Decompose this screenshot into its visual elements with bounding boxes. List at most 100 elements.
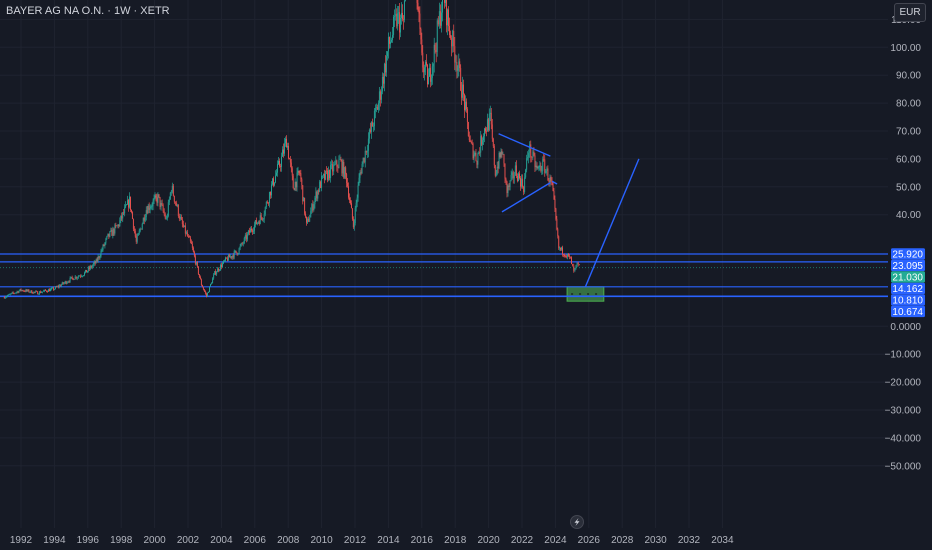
candle-body — [438, 11, 440, 25]
price-label-text: 21.030 — [892, 272, 923, 283]
candle-body — [396, 13, 398, 27]
candle-body — [381, 76, 383, 92]
candle-body — [402, 12, 403, 20]
candle-body — [423, 67, 425, 73]
currency-button[interactable]: EUR — [894, 3, 926, 22]
candle-body — [377, 103, 379, 110]
candle-body — [260, 215, 262, 218]
candle-body — [553, 190, 555, 200]
candle-body — [276, 172, 277, 176]
candle-body — [177, 204, 179, 217]
candle-body — [336, 160, 338, 167]
candle-body — [361, 164, 363, 174]
candle-body — [46, 290, 47, 292]
y-tick-label: 60.00 — [896, 154, 921, 165]
price-axis[interactable]: 120.00110.00100.0090.0080.0070.0060.0050… — [885, 0, 922, 472]
candle-body — [69, 277, 71, 282]
candle-body — [264, 207, 266, 215]
horizontal-levels[interactable] — [0, 253, 888, 298]
candle-body — [382, 76, 384, 84]
candle-body — [214, 271, 216, 275]
candle-body — [392, 35, 394, 40]
candle-body — [350, 200, 351, 204]
candle-body — [205, 293, 207, 297]
candle-body — [478, 152, 480, 154]
candle-body — [138, 230, 140, 234]
candle-body — [370, 122, 372, 132]
time-axis[interactable]: 1992 1994 1996 1998 2000 2002 2004 2006 2008 2010… — [10, 535, 734, 546]
candle-body — [480, 135, 482, 153]
candle-body — [460, 68, 462, 91]
candle-body — [90, 266, 92, 268]
candle-body — [197, 266, 199, 275]
candle-body — [238, 248, 240, 254]
price-candles — [3, 0, 580, 299]
candle-body — [362, 157, 364, 165]
candle-body — [182, 224, 184, 227]
trendlines[interactable] — [498, 133, 640, 287]
y-tick-label: 90.00 — [896, 71, 921, 82]
candle-body — [243, 237, 245, 244]
candle-body — [512, 172, 514, 179]
candle-body — [440, 12, 442, 26]
candle-body — [84, 269, 86, 273]
candle-body — [64, 281, 66, 283]
candle-body — [338, 159, 340, 168]
candle-body — [278, 160, 279, 165]
candle-body — [118, 224, 120, 227]
candle-body — [161, 202, 163, 206]
candle-body — [516, 176, 518, 182]
candle-body — [307, 218, 309, 223]
candle-body — [84, 272, 85, 276]
candle-body — [534, 155, 536, 168]
candle-body — [458, 61, 460, 69]
candle-body — [394, 16, 396, 17]
price-label-box — [891, 248, 925, 260]
candle-body — [562, 247, 564, 255]
candle-body — [93, 261, 95, 265]
candle-body — [426, 61, 428, 65]
candle-body — [26, 289, 28, 291]
candle-body — [146, 210, 148, 214]
candle-body — [217, 268, 219, 273]
candle-body — [66, 282, 68, 284]
candle-body — [387, 37, 389, 52]
candle-body — [106, 236, 108, 239]
candle-body — [294, 181, 296, 191]
candle-body — [428, 76, 429, 85]
candle-body — [283, 149, 284, 154]
candle-body — [183, 225, 185, 227]
candle-body — [179, 217, 181, 219]
candle-body — [532, 151, 534, 158]
price-label-text: 23.095 — [892, 261, 923, 272]
candle-body — [199, 276, 201, 280]
candle-body — [29, 292, 31, 293]
candle-body — [27, 289, 29, 291]
candle-body — [222, 263, 223, 268]
x-tick-label: 2024 — [544, 535, 567, 546]
candle-body — [180, 217, 182, 220]
candle-body — [533, 151, 535, 156]
candle-body — [298, 170, 300, 174]
candle-body — [543, 159, 545, 160]
candle-body — [357, 185, 359, 198]
candle-body — [320, 181, 322, 188]
candle-body — [18, 290, 20, 293]
candle-body — [95, 259, 97, 264]
candle-body — [54, 286, 56, 289]
candle-body — [261, 217, 263, 220]
candle-body — [509, 180, 511, 187]
candle-body — [160, 202, 162, 207]
candle-body — [215, 271, 217, 275]
candle-body — [459, 61, 461, 69]
candle-body — [17, 291, 19, 293]
candle-body — [417, 2, 419, 11]
lightning-icon[interactable] — [570, 515, 584, 529]
candle-body — [247, 230, 249, 234]
x-tick-label: 1996 — [77, 535, 100, 546]
candle-body — [256, 222, 258, 225]
candle-body — [327, 170, 329, 180]
candle-body — [330, 165, 332, 179]
trendline — [501, 182, 551, 213]
